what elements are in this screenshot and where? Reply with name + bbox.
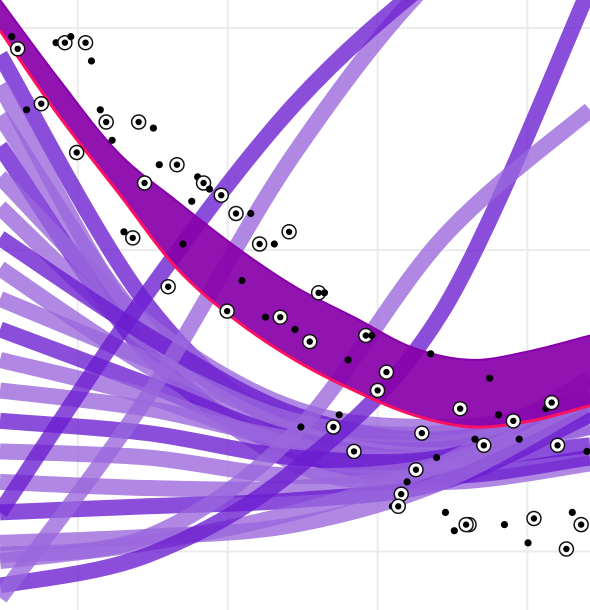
data-point: [362, 332, 369, 339]
data-point: [368, 331, 376, 340]
data-point: [8, 33, 16, 41]
data-point: [223, 307, 231, 315]
data-point: [486, 374, 494, 382]
data-point: [297, 423, 305, 431]
data-point: [179, 240, 187, 248]
data-point: [563, 545, 570, 553]
data-point: [256, 240, 263, 248]
data-point: [500, 521, 509, 529]
data-point: [61, 39, 69, 46]
data-point: [548, 399, 555, 406]
data-point: [530, 515, 538, 522]
data-point: [335, 411, 343, 419]
data-point: [135, 118, 142, 126]
posterior-draw-line: [0, 395, 590, 551]
data-point: [247, 209, 255, 218]
data-point: [398, 490, 405, 498]
data-point: [108, 136, 116, 144]
data-point: [403, 478, 411, 486]
data-point: [73, 149, 80, 156]
data-point: [173, 161, 181, 168]
data-point: [200, 179, 207, 187]
data-point: [320, 289, 329, 297]
data-point: [441, 508, 450, 516]
data-point: [515, 435, 523, 443]
data-point: [471, 435, 479, 443]
data-point: [510, 417, 517, 425]
data-point: [164, 283, 172, 290]
data-point: [14, 45, 21, 52]
data-point: [141, 179, 148, 187]
data-point: [261, 313, 270, 321]
data-point: [568, 508, 576, 516]
data-point: [433, 453, 441, 462]
data-point: [480, 442, 487, 449]
observed-points: [8, 33, 590, 557]
data-point: [383, 368, 390, 376]
data-point: [524, 539, 532, 547]
data-point: [306, 338, 313, 345]
fit-band-area: [0, 0, 590, 428]
data-point: [412, 466, 420, 473]
data-point: [38, 100, 45, 107]
data-point: [554, 442, 561, 449]
data-point: [238, 277, 246, 285]
data-point: [577, 521, 585, 528]
data-point: [103, 118, 110, 126]
data-point: [277, 314, 284, 321]
data-point: [22, 106, 31, 114]
fit-band-edge: [0, 29, 590, 429]
data-point: [149, 124, 157, 132]
data-point: [330, 423, 337, 431]
posterior-draw-line: [0, 0, 418, 517]
data-point: [232, 210, 240, 217]
data-point: [155, 161, 163, 169]
data-point: [96, 106, 104, 114]
fit-band-upper-edge: [0, 0, 590, 361]
data-point: [457, 405, 464, 412]
data-point: [494, 411, 503, 419]
data-point: [374, 387, 381, 394]
data-point: [315, 289, 322, 296]
data-point: [205, 185, 214, 193]
data-point: [120, 228, 128, 236]
data-point: [87, 57, 96, 65]
data-point: [427, 350, 435, 358]
data-point: [129, 234, 136, 242]
data-point: [82, 39, 89, 46]
data-point: [285, 228, 293, 235]
data-point: [450, 527, 458, 535]
data-point: [188, 197, 196, 205]
data-point: [395, 503, 402, 510]
data-point: [583, 447, 590, 455]
data-point: [418, 429, 426, 437]
data-point: [344, 356, 352, 364]
data-point: [350, 448, 358, 455]
data-point: [218, 192, 225, 199]
data-point: [462, 521, 470, 528]
posterior-draw-line: [0, 103, 590, 564]
data-point: [291, 325, 299, 333]
data-point: [270, 240, 278, 248]
data-point: [67, 33, 75, 41]
fit-band: [0, 0, 590, 429]
